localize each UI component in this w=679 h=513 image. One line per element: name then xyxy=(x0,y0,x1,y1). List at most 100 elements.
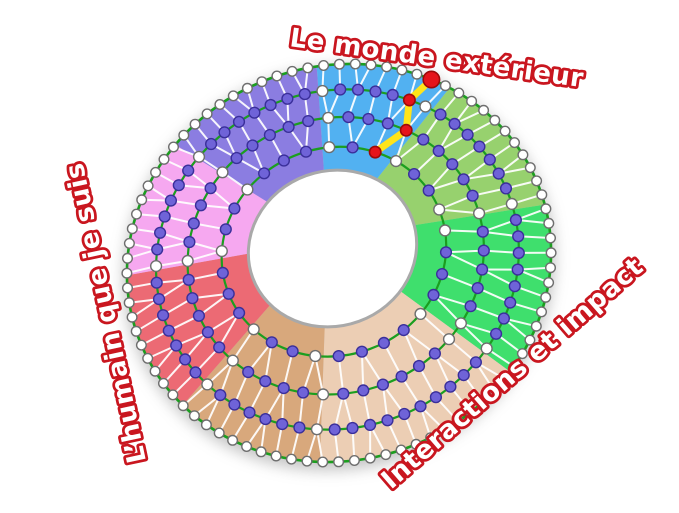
mesh-node[interactable] xyxy=(473,140,486,153)
mesh-node[interactable] xyxy=(471,282,484,295)
mesh-node[interactable] xyxy=(282,120,295,134)
mesh-node[interactable] xyxy=(469,356,483,369)
mesh-node[interactable] xyxy=(192,309,206,322)
mesh-node[interactable] xyxy=(419,100,432,113)
mesh-node[interactable] xyxy=(298,87,311,101)
mesh-node[interactable] xyxy=(126,311,138,323)
mesh-node[interactable] xyxy=(154,226,167,239)
mesh-node[interactable] xyxy=(333,456,345,468)
selected-node[interactable] xyxy=(422,70,441,89)
mesh-node[interactable] xyxy=(381,61,393,73)
mesh-node[interactable] xyxy=(233,306,246,320)
mesh-node[interactable] xyxy=(499,373,511,385)
mesh-node[interactable] xyxy=(395,444,407,456)
mesh-node[interactable] xyxy=(179,353,192,366)
mesh-node[interactable] xyxy=(241,183,254,196)
mesh-node[interactable] xyxy=(177,400,189,412)
mesh-node[interactable] xyxy=(381,117,394,130)
mesh-node[interactable] xyxy=(142,352,154,364)
mesh-node[interactable] xyxy=(317,388,330,401)
mesh-node[interactable] xyxy=(432,144,445,158)
mesh-node[interactable] xyxy=(130,325,142,337)
mesh-node[interactable] xyxy=(170,339,183,352)
mesh-node[interactable] xyxy=(433,203,446,216)
mesh-node[interactable] xyxy=(182,273,195,286)
mesh-node[interactable] xyxy=(505,197,518,211)
mesh-node[interactable] xyxy=(509,213,523,227)
mesh-node[interactable] xyxy=(149,365,161,377)
mesh-node[interactable] xyxy=(297,386,310,399)
mesh-node[interactable] xyxy=(497,312,511,325)
mesh-node[interactable] xyxy=(434,108,447,121)
mesh-node[interactable] xyxy=(189,118,201,130)
mesh-node[interactable] xyxy=(285,453,297,465)
mesh-node[interactable] xyxy=(492,167,505,180)
mesh-node[interactable] xyxy=(187,217,200,230)
mesh-node[interactable] xyxy=(241,441,253,453)
mesh-node[interactable] xyxy=(422,184,435,197)
mesh-node[interactable] xyxy=(461,128,474,141)
mesh-node[interactable] xyxy=(255,446,267,458)
mesh-node[interactable] xyxy=(136,194,148,206)
mesh-node[interactable] xyxy=(414,307,427,321)
mesh-node[interactable] xyxy=(121,282,133,294)
mesh-node[interactable] xyxy=(524,162,536,174)
mesh-node[interactable] xyxy=(545,247,557,259)
mesh-node[interactable] xyxy=(446,158,459,171)
mesh-node[interactable] xyxy=(465,406,477,418)
mesh-node[interactable] xyxy=(454,317,468,330)
mesh-node[interactable] xyxy=(328,423,341,436)
mesh-node[interactable] xyxy=(214,98,226,110)
mesh-node[interactable] xyxy=(531,175,543,187)
mesh-node[interactable] xyxy=(200,419,212,431)
mesh-node[interactable] xyxy=(490,327,503,340)
mesh-node[interactable] xyxy=(135,339,147,351)
mesh-node[interactable] xyxy=(123,237,135,249)
mesh-node[interactable] xyxy=(157,377,169,389)
mesh-node[interactable] xyxy=(477,396,489,408)
mesh-node[interactable] xyxy=(346,421,359,435)
mesh-node[interactable] xyxy=(386,88,399,102)
sector-red[interactable] xyxy=(126,253,271,406)
mesh-node[interactable] xyxy=(517,149,529,161)
mesh-node[interactable] xyxy=(457,369,470,382)
mesh-node[interactable] xyxy=(355,345,369,358)
mesh-node[interactable] xyxy=(408,168,421,181)
mesh-node[interactable] xyxy=(536,189,548,201)
mesh-node[interactable] xyxy=(478,104,490,116)
mesh-node[interactable] xyxy=(357,384,370,397)
mesh-node[interactable] xyxy=(540,203,552,215)
mesh-node[interactable] xyxy=(158,210,171,223)
mesh-node[interactable] xyxy=(410,438,422,450)
mesh-node[interactable] xyxy=(480,342,493,355)
mesh-node[interactable] xyxy=(302,114,315,128)
mesh-node[interactable] xyxy=(213,341,226,354)
mesh-node[interactable] xyxy=(228,202,241,215)
sector-tan-light[interactable] xyxy=(319,291,511,462)
mesh-node[interactable] xyxy=(543,217,555,229)
mesh-node[interactable] xyxy=(508,280,521,293)
mesh-node[interactable] xyxy=(499,182,513,195)
mesh-node[interactable] xyxy=(543,277,555,289)
mesh-node[interactable] xyxy=(365,59,377,71)
mesh-node[interactable] xyxy=(182,164,195,177)
mesh-node[interactable] xyxy=(540,291,552,303)
mesh-node[interactable] xyxy=(301,455,313,467)
mesh-node[interactable] xyxy=(439,424,451,436)
mesh-node[interactable] xyxy=(536,306,548,318)
mesh-node[interactable] xyxy=(377,336,391,350)
mesh-node[interactable] xyxy=(215,245,228,258)
mesh-node[interactable] xyxy=(364,452,376,464)
mesh-node[interactable] xyxy=(265,336,278,349)
mesh-node[interactable] xyxy=(158,153,170,165)
mesh-node[interactable] xyxy=(334,83,347,96)
mesh-node[interactable] xyxy=(276,418,289,431)
mesh-node[interactable] xyxy=(247,323,260,336)
mesh-node[interactable] xyxy=(241,82,253,94)
mesh-node[interactable] xyxy=(545,262,557,274)
mesh-node[interactable] xyxy=(438,224,452,237)
mesh-node[interactable] xyxy=(216,266,229,280)
mesh-node[interactable] xyxy=(395,370,408,383)
mesh-node[interactable] xyxy=(362,112,375,126)
mesh-node[interactable] xyxy=(121,252,133,264)
